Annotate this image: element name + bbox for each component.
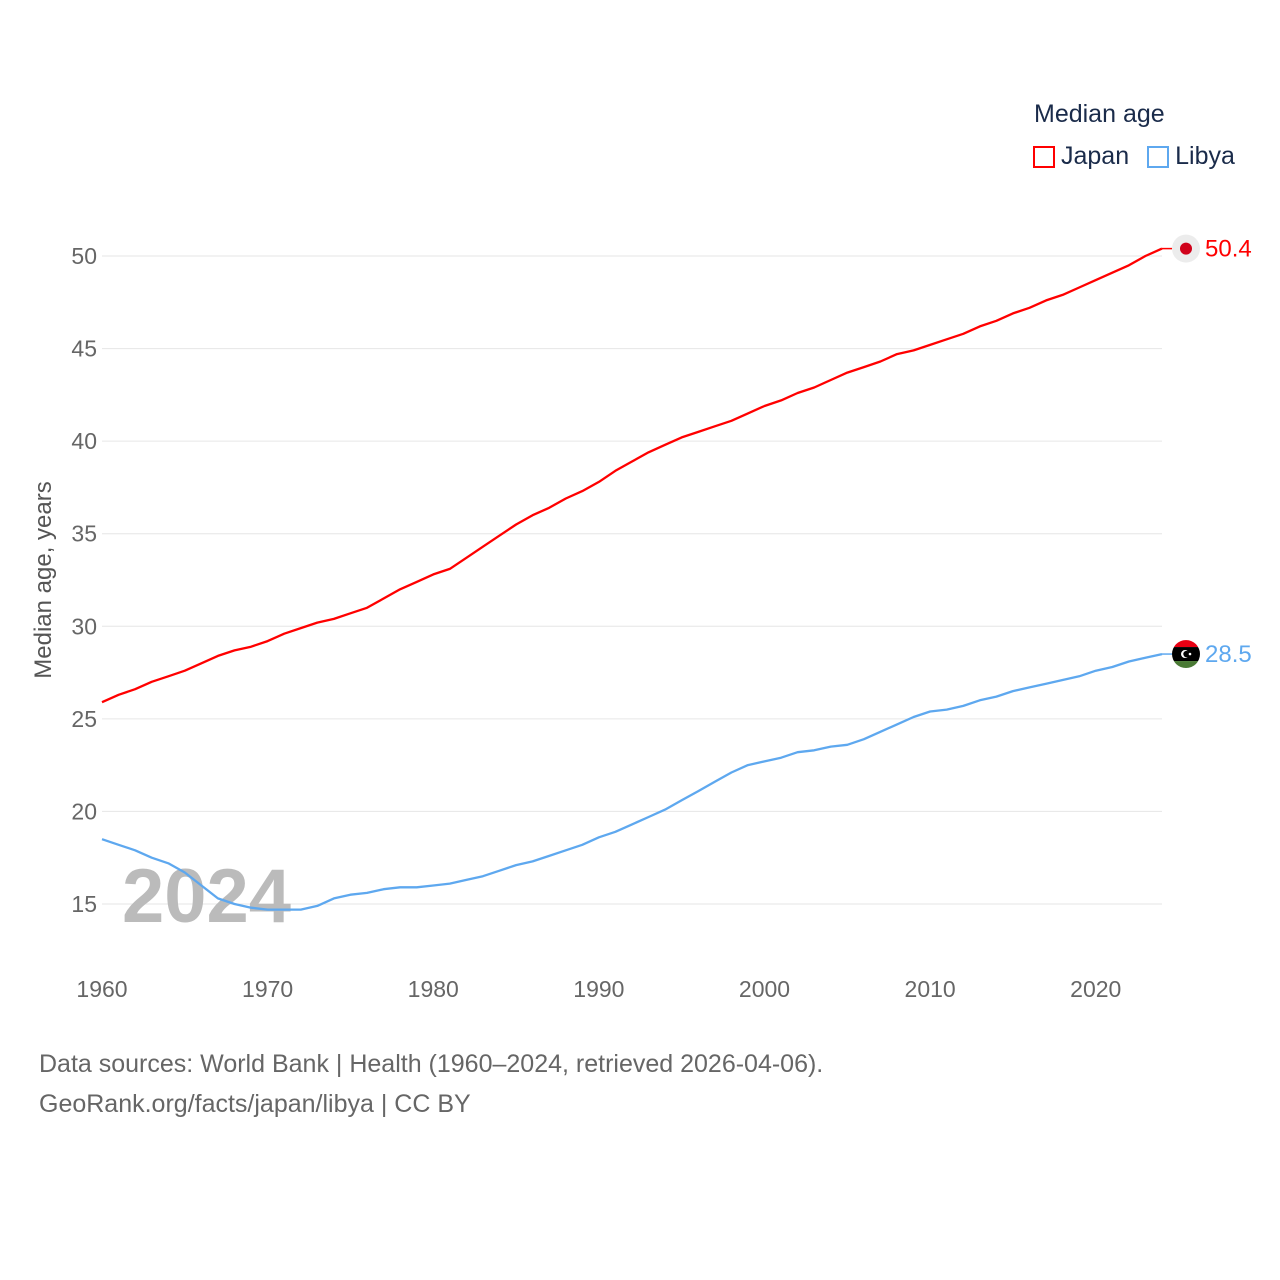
y-axis-label: Median age, years [30, 481, 57, 678]
x-tick-label: 1980 [408, 976, 459, 1002]
x-tick-label: 2010 [905, 976, 956, 1002]
y-tick-label: 40 [71, 428, 97, 454]
y-tick-label: 30 [71, 613, 97, 639]
x-tick-label: 1970 [242, 976, 293, 1002]
series-line-japan[interactable] [101, 247, 1163, 704]
legend-swatch-libya [1147, 145, 1170, 168]
series-line-libya[interactable] [101, 652, 1163, 911]
x-tick-label: 1990 [573, 976, 624, 1002]
y-tick-label: 35 [71, 521, 97, 547]
y-tick-label: 45 [71, 336, 97, 362]
data-source-text: Data sources: World Bank | Health (1960–… [39, 1050, 824, 1078]
legend-item-libya[interactable]: Libya [1147, 142, 1235, 171]
x-tick-label: 2020 [1070, 976, 1121, 1002]
legend: Japan Libya [1033, 142, 1235, 171]
y-tick-label: 50 [71, 243, 97, 269]
x-tick-label: 1960 [76, 976, 127, 1002]
year-watermark: 2024 [122, 854, 291, 939]
legend-label-japan: Japan [1061, 142, 1130, 170]
legend-swatch-japan [1033, 145, 1055, 168]
footer: Data sources: World Bank | Health (1960–… [39, 1044, 823, 1124]
y-tick-label: 25 [71, 706, 97, 732]
end-value-label-libya: 28.5 [1205, 641, 1252, 668]
legend-title: Median age [1034, 100, 1165, 128]
x-tick-label: 2000 [739, 976, 790, 1002]
flag-libya-icon [1172, 640, 1200, 669]
end-value-label-japan: 50.4 [1205, 236, 1252, 263]
flag-japan-icon [1172, 234, 1200, 263]
source-link[interactable]: GeoRank.org/facts/japan/libya | CC BY [39, 1090, 471, 1118]
legend-item-japan[interactable]: Japan [1033, 142, 1129, 171]
y-tick-label: 20 [71, 798, 97, 824]
y-tick-label: 15 [71, 891, 97, 917]
legend-label-libya: Libya [1175, 142, 1235, 170]
